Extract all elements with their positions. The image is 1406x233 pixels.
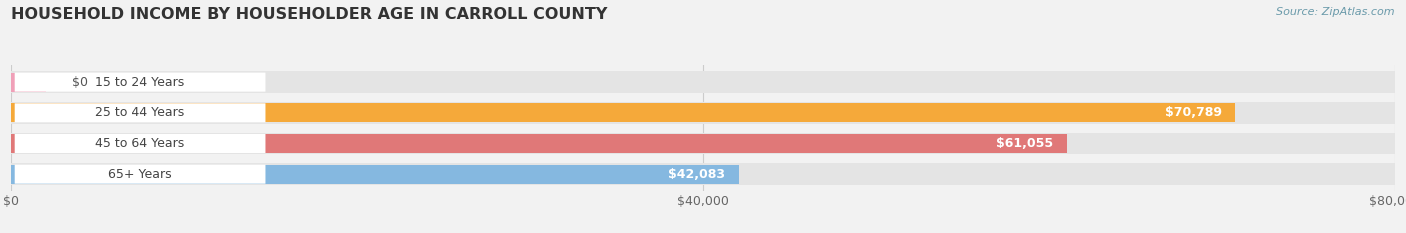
Text: HOUSEHOLD INCOME BY HOUSEHOLDER AGE IN CARROLL COUNTY: HOUSEHOLD INCOME BY HOUSEHOLDER AGE IN C…	[11, 7, 607, 22]
Bar	[11, 103, 1236, 122]
Text: $61,055: $61,055	[997, 137, 1053, 150]
FancyBboxPatch shape	[14, 134, 266, 153]
Bar	[11, 134, 1067, 153]
Bar	[11, 163, 1395, 185]
Text: 15 to 24 Years: 15 to 24 Years	[96, 76, 184, 89]
Bar	[11, 71, 1395, 93]
Text: 65+ Years: 65+ Years	[108, 168, 172, 181]
FancyBboxPatch shape	[14, 103, 266, 122]
Bar	[11, 165, 740, 184]
FancyBboxPatch shape	[14, 165, 266, 184]
Text: $70,789: $70,789	[1164, 106, 1222, 119]
FancyBboxPatch shape	[14, 73, 266, 92]
Text: $0: $0	[72, 76, 87, 89]
Bar	[11, 73, 46, 92]
Text: 25 to 44 Years: 25 to 44 Years	[96, 106, 184, 119]
Text: Source: ZipAtlas.com: Source: ZipAtlas.com	[1277, 7, 1395, 17]
Bar	[11, 133, 1395, 154]
Text: 45 to 64 Years: 45 to 64 Years	[96, 137, 184, 150]
Text: $42,083: $42,083	[668, 168, 725, 181]
Bar	[11, 102, 1395, 123]
